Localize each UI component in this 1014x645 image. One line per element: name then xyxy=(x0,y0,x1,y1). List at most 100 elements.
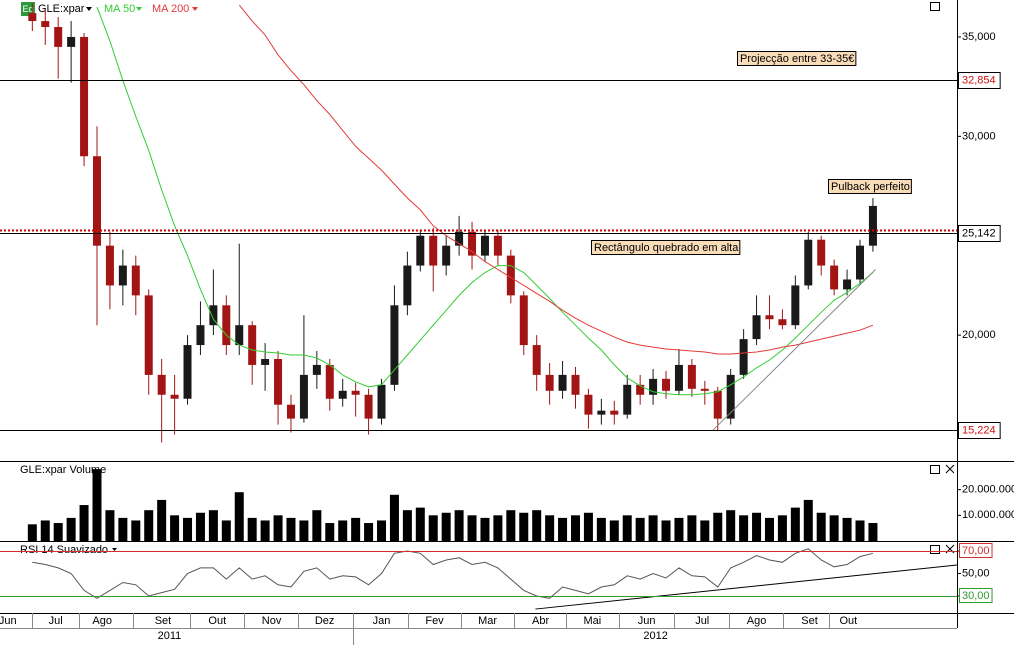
y-tick-label: 30,00 xyxy=(962,590,990,602)
chart-title[interactable]: GLE:xpar xyxy=(38,3,85,15)
volume-bar xyxy=(247,517,257,541)
dropdown-arrow[interactable] xyxy=(192,7,198,11)
volume-bar xyxy=(325,523,335,541)
volume-bar xyxy=(622,515,632,541)
candle-body xyxy=(649,378,658,395)
volume-bar xyxy=(441,512,451,541)
level-label-box xyxy=(958,72,1001,89)
volume-bar xyxy=(221,520,231,541)
volume-bar xyxy=(855,520,865,541)
x-tick-label: Out xyxy=(840,615,858,627)
volume-bar xyxy=(583,512,593,541)
candle-body xyxy=(28,13,37,22)
volume-bar xyxy=(195,512,205,541)
candle-body xyxy=(67,36,76,47)
volume-bar xyxy=(545,515,555,541)
volume-bar xyxy=(377,520,387,541)
x-tick-label: Jul xyxy=(695,615,709,627)
maximize-button[interactable] xyxy=(930,545,940,554)
volume-bar xyxy=(170,515,180,541)
candle-body xyxy=(493,235,502,256)
volume-bar xyxy=(519,512,529,541)
volume-bar xyxy=(764,517,774,541)
maximize-button[interactable] xyxy=(930,2,940,11)
annotation-box xyxy=(828,179,912,194)
x-tick-label: Jun xyxy=(638,615,656,627)
candle-body xyxy=(558,374,567,391)
volume-bar xyxy=(402,510,412,541)
trend-line xyxy=(712,269,876,431)
y-tick-label: 30,000 xyxy=(962,130,996,142)
maximize-button[interactable] xyxy=(930,465,940,474)
x-tick-label: Jun xyxy=(0,615,17,627)
candle-body xyxy=(222,305,231,346)
dropdown-arrow[interactable] xyxy=(86,7,92,11)
symbol-icon[interactable] xyxy=(21,2,35,16)
volume-bar xyxy=(118,517,128,541)
x-tick-label: Fev xyxy=(425,615,444,627)
volume-bar xyxy=(273,515,283,541)
candle-body xyxy=(442,245,451,266)
candle-body xyxy=(739,339,748,375)
volume-bar xyxy=(700,520,710,541)
close-button[interactable] xyxy=(945,464,955,474)
candle-body xyxy=(338,390,347,399)
candle-body xyxy=(390,305,399,385)
volume-bar xyxy=(183,517,193,541)
volume-bar xyxy=(338,520,348,541)
panel xyxy=(32,548,957,610)
x-tick-label: Nov xyxy=(262,615,282,627)
annotation: Pulback perfeito xyxy=(831,181,910,193)
year-label: 2011 xyxy=(158,630,182,642)
candle-body xyxy=(468,231,477,256)
legend-ma200[interactable]: MA 200 xyxy=(152,3,189,15)
y-tick-label: 10.000.000 xyxy=(962,509,1014,521)
candle-body xyxy=(118,265,127,286)
candle-body xyxy=(791,285,800,326)
candle-body xyxy=(41,21,50,28)
volume-bar xyxy=(299,520,309,541)
x-tick-label: Abr xyxy=(532,615,549,627)
volume-bar xyxy=(609,520,619,541)
volume-bar xyxy=(674,517,684,541)
volume-bar xyxy=(234,492,244,541)
candle-body xyxy=(830,265,839,290)
candle-body xyxy=(623,384,632,415)
candle-body xyxy=(571,374,580,395)
x-tick-label: Jul xyxy=(49,615,63,627)
candle-body xyxy=(480,235,489,256)
candle-body xyxy=(196,325,205,346)
volume-bar xyxy=(351,517,361,541)
volume-bar xyxy=(131,520,141,541)
volume-bar xyxy=(467,515,477,541)
candle-body xyxy=(532,345,541,375)
volume-bar xyxy=(596,517,606,541)
volume-bar xyxy=(92,469,102,541)
candle-body xyxy=(312,364,321,375)
rsi-line xyxy=(32,548,874,599)
x-tick-label: Mai xyxy=(583,615,601,627)
volume-bar xyxy=(570,515,580,541)
volume-bar xyxy=(260,520,270,541)
annotation: Rectângulo quebrado em alta xyxy=(594,242,739,254)
dropdown-arrow[interactable] xyxy=(136,7,142,11)
candle-body xyxy=(868,205,877,246)
x-tick-label: Set xyxy=(155,615,172,627)
panel xyxy=(27,469,878,541)
window-buttons[interactable] xyxy=(930,2,955,554)
dropdown-arrow[interactable] xyxy=(112,548,117,551)
rsi-title[interactable]: RSI 14 Suavizado xyxy=(20,544,108,556)
volume-bar xyxy=(480,517,490,541)
volume-bar xyxy=(713,512,723,541)
candle-body xyxy=(597,410,606,415)
volume-bar xyxy=(40,520,50,541)
candle-body xyxy=(610,410,619,415)
trend-line xyxy=(535,564,957,610)
candle-body xyxy=(248,325,257,365)
legend-ma50[interactable]: MA 50 xyxy=(104,3,135,15)
volume-bar xyxy=(842,517,852,541)
candle-body xyxy=(843,279,852,290)
candle-body xyxy=(726,374,735,419)
candle-body xyxy=(674,364,683,391)
symbol-icon-label: Eq xyxy=(22,4,33,14)
